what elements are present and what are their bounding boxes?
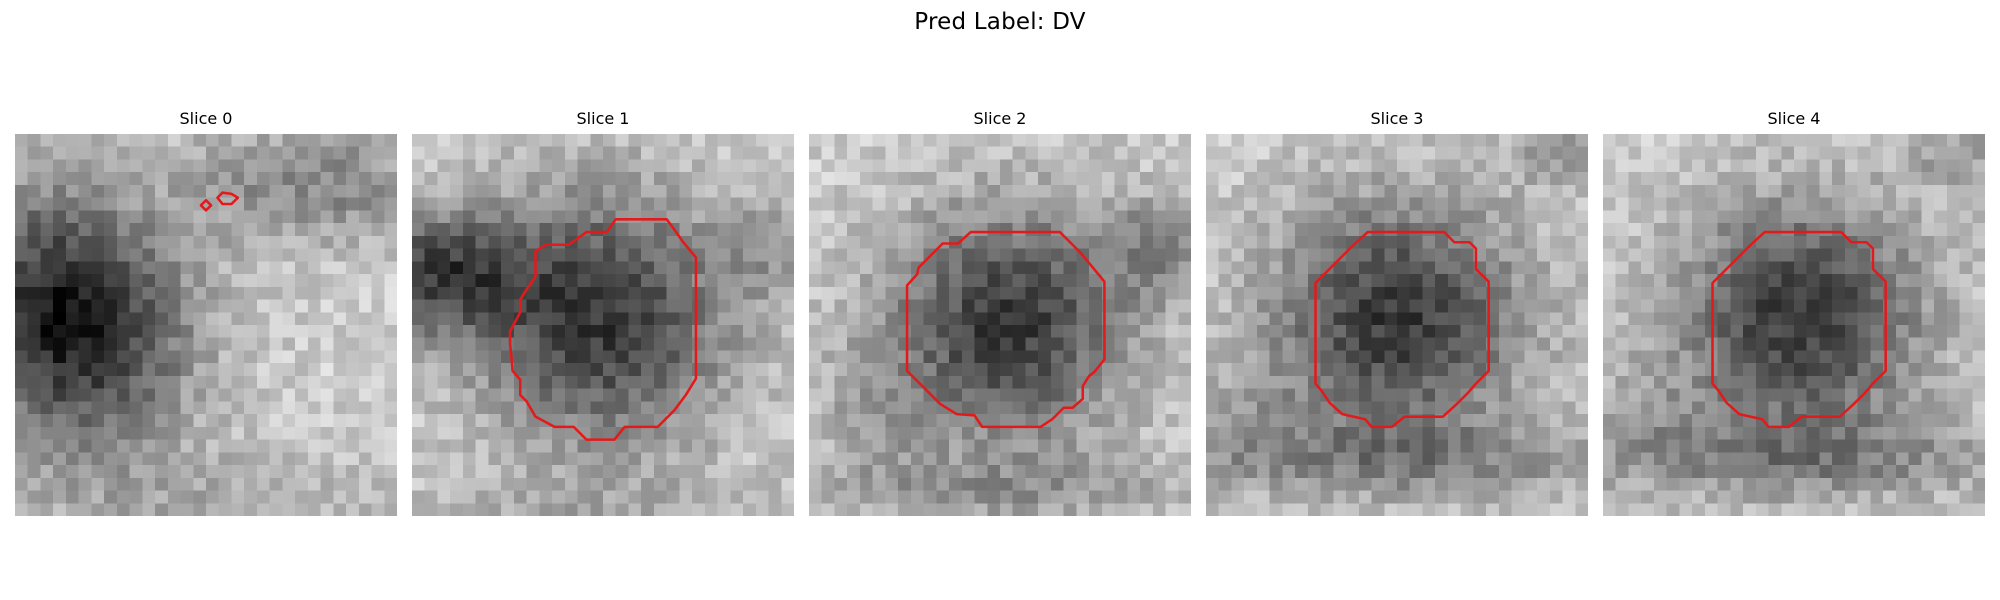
segmentation-contour [216,191,240,206]
slice-panel-1: Slice 1 [412,108,794,516]
figure-title: Pred Label: DV [914,9,1086,35]
segmentation-contour [508,218,698,441]
slice-image [412,134,794,516]
segmentation-contour [1314,230,1490,429]
slice-title: Slice 4 [1767,109,1821,128]
slice-title: Slice 2 [973,109,1027,128]
slice-title: Slice 1 [576,109,630,128]
slice-panel-3: Slice 3 [1206,108,1588,516]
slice-image [15,134,397,516]
slice-image [809,134,1191,516]
slice-title: Slice 0 [179,109,233,128]
slice-title: Slice 3 [1370,109,1424,128]
slice-panel-0: Slice 0 [15,108,397,516]
slice-image [1603,134,1985,516]
segmentation-contour [1711,230,1887,429]
slice-panel-4: Slice 4 [1603,108,1985,516]
segmentation-contour [905,230,1106,429]
segmentation-contour [199,198,213,212]
slice-panel-2: Slice 2 [809,108,1191,516]
slice-image [1206,134,1588,516]
